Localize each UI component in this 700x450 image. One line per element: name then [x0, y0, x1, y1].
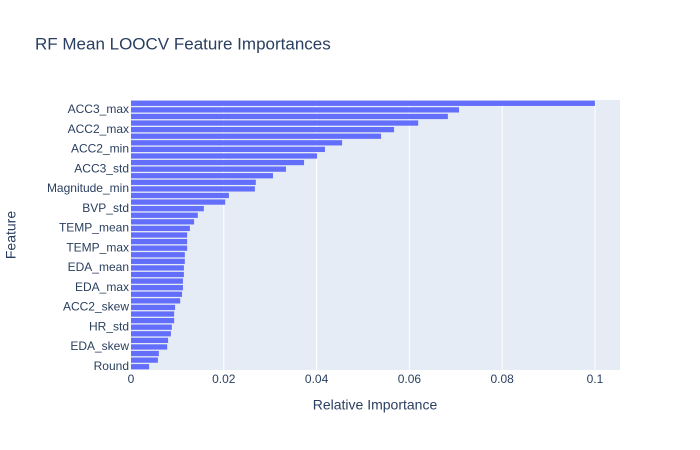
bar — [131, 100, 595, 106]
bar — [131, 159, 305, 166]
x-tick-label: 0.02 — [212, 372, 236, 386]
x-tick-label: 0.06 — [398, 372, 422, 386]
bar — [131, 140, 343, 146]
y-tick-label: HR_std — [89, 319, 129, 333]
bar — [131, 357, 158, 363]
y-tick-label: ACC2_max — [68, 122, 129, 136]
bar — [131, 225, 190, 232]
x-axis-title: Relative Importance — [313, 397, 438, 413]
bar — [131, 324, 172, 330]
bar — [131, 350, 159, 357]
y-tick-label: ACC2_skew — [63, 300, 129, 314]
y-tick-label: Round — [94, 359, 129, 373]
bar — [131, 199, 226, 205]
bar — [131, 252, 185, 258]
bar — [131, 219, 195, 225]
y-tick-label: Magnitude_min — [47, 181, 129, 195]
bar — [131, 311, 175, 317]
y-tick-label: ACC2_min — [71, 142, 129, 156]
chart-title: RF Mean LOOCV Feature Importances — [35, 34, 331, 53]
y-axis-title: Feature — [3, 211, 19, 259]
bar — [131, 364, 150, 370]
bar — [131, 179, 256, 185]
bar — [131, 133, 382, 139]
bar — [131, 271, 184, 278]
bar — [131, 291, 183, 297]
bar — [131, 186, 255, 192]
bar — [131, 113, 448, 120]
bar — [131, 258, 185, 264]
bar — [131, 192, 229, 199]
bar — [131, 285, 183, 291]
y-tick-label: BVP_std — [82, 201, 129, 215]
bar — [131, 146, 325, 153]
bar — [131, 166, 286, 172]
y-tick-label: ACC3_max — [68, 102, 129, 116]
bar — [131, 120, 419, 126]
bar — [131, 317, 175, 324]
y-tick-label: EDA_max — [75, 280, 129, 294]
bar — [131, 107, 460, 113]
bar — [131, 304, 176, 311]
bar — [131, 245, 188, 251]
x-tick-label: 0.08 — [490, 372, 514, 386]
bar — [131, 265, 184, 271]
bar — [131, 337, 169, 343]
bar — [131, 331, 171, 337]
y-tick-label: EDA_mean — [68, 260, 129, 274]
bar — [131, 278, 183, 284]
bar — [131, 153, 318, 159]
y-tick-label: ACC3_std — [74, 161, 129, 175]
bar — [131, 212, 198, 218]
x-tick-label: 0.04 — [305, 372, 329, 386]
y-tick-label: EDA_skew — [70, 339, 129, 353]
x-tick-label: 0.1 — [587, 372, 604, 386]
bar — [131, 232, 188, 238]
bar — [131, 298, 181, 304]
bar — [131, 238, 188, 245]
x-tick-label: 0 — [128, 372, 135, 386]
y-tick-label: TEMP_max — [66, 240, 129, 254]
y-tick-label: TEMP_mean — [59, 221, 129, 235]
bar — [131, 344, 168, 350]
bar — [131, 206, 204, 212]
bar — [131, 127, 395, 133]
bar — [131, 173, 273, 179]
